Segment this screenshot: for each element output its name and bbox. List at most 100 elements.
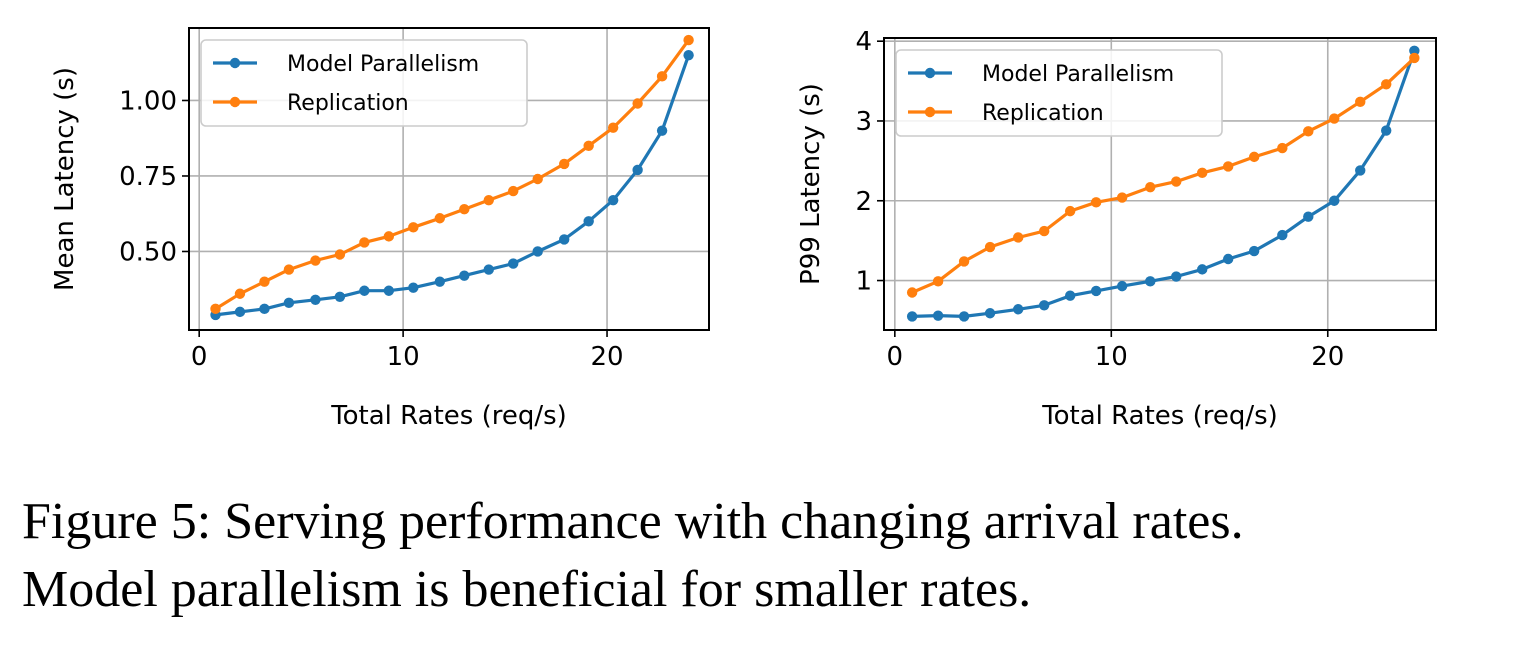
data-point	[632, 98, 643, 109]
data-point	[1329, 113, 1340, 124]
data-point	[1013, 304, 1024, 315]
data-point	[1303, 126, 1314, 137]
data-point	[532, 173, 543, 185]
data-point	[656, 125, 668, 136]
data-point	[906, 287, 918, 298]
legend-box	[895, 49, 1223, 137]
data-point	[508, 258, 519, 269]
x-tick-label: 20	[590, 342, 623, 372]
x-tick-label: 0	[887, 342, 904, 372]
data-point	[1381, 79, 1392, 90]
x-tick-label: 10	[387, 342, 420, 372]
data-point	[1197, 264, 1208, 275]
legend-swatch-marker	[924, 67, 936, 79]
data-point	[984, 241, 996, 253]
data-point	[1248, 151, 1260, 163]
x-tick-label: 0	[191, 342, 208, 372]
legend-swatch-marker	[924, 106, 936, 118]
data-point	[559, 158, 570, 170]
y-tick-label: 1	[855, 267, 872, 297]
data-point	[483, 194, 494, 206]
legend-label: Model Parallelism	[982, 62, 1174, 87]
data-point	[1064, 205, 1076, 217]
chart-p99-latency: 0 10 20 1 2 3 4 Total Rates (req/s) P99 Latency …	[796, 27, 1437, 431]
data-point	[607, 122, 619, 133]
data-point	[1277, 229, 1288, 241]
data-point	[984, 308, 996, 319]
data-point	[1116, 280, 1128, 292]
data-point	[1303, 211, 1314, 222]
data-point	[1013, 232, 1024, 243]
data-point	[1409, 45, 1420, 56]
data-point	[434, 276, 446, 287]
data-point	[383, 231, 395, 242]
data-point	[259, 276, 270, 287]
legend-label: Model Parallelism	[287, 52, 479, 77]
y-tick-label: 3	[855, 107, 872, 137]
data-point	[234, 306, 246, 318]
data-point	[583, 216, 594, 227]
y-tick-label: 2	[855, 187, 872, 217]
data-point	[1222, 161, 1234, 172]
data-point	[434, 213, 446, 224]
y-axis-label: P99 Latency (s)	[796, 83, 826, 285]
data-point	[283, 297, 295, 309]
data-point	[383, 285, 395, 296]
data-point	[334, 291, 346, 302]
data-point	[334, 249, 346, 260]
data-point	[1277, 142, 1288, 154]
data-point	[1145, 276, 1156, 287]
data-point	[958, 311, 970, 322]
y-tick-label: 4	[855, 27, 872, 57]
x-tick-label: 20	[1311, 342, 1344, 372]
x-axis-label: Total Rates (req/s)	[330, 401, 567, 431]
data-point	[1116, 192, 1128, 203]
data-point	[932, 310, 944, 321]
data-point	[1355, 165, 1366, 176]
data-point	[1248, 245, 1260, 257]
data-point	[234, 288, 246, 299]
caption-line-1: Figure 5: Serving performance with chang…	[22, 493, 1244, 550]
data-point	[632, 164, 643, 176]
figure-caption: Figure 5: Serving performance with chang…	[22, 488, 1517, 624]
data-point	[210, 303, 221, 315]
data-point	[259, 303, 270, 315]
data-point	[559, 234, 570, 245]
data-point	[1355, 96, 1366, 108]
data-point	[1197, 167, 1208, 179]
data-point	[359, 237, 370, 248]
data-point	[359, 285, 370, 296]
data-point	[1171, 176, 1182, 187]
y-tick-label: 0.50	[119, 237, 177, 267]
data-point	[1381, 125, 1392, 136]
data-point	[1171, 271, 1182, 282]
y-tick-label: 0.75	[119, 162, 177, 192]
y-tick-label: 1.00	[119, 86, 177, 116]
data-point	[408, 282, 419, 293]
data-point	[958, 256, 970, 267]
data-point	[1090, 197, 1102, 208]
data-point	[932, 276, 944, 287]
legend-label: Replication	[287, 91, 409, 116]
caption-line-2: Model parallelism is beneficial for smal…	[22, 561, 1032, 618]
legend-label: Replication	[982, 101, 1104, 126]
data-point	[310, 294, 321, 305]
legend-swatch-marker	[229, 57, 241, 69]
data-point	[1090, 285, 1102, 297]
x-tick-label: 10	[1095, 342, 1128, 372]
data-point	[459, 204, 470, 215]
plot-frame	[188, 27, 710, 331]
x-axis-label: Total Rates (req/s)	[1041, 401, 1278, 431]
data-point	[1145, 181, 1156, 193]
data-point	[408, 222, 419, 233]
data-point	[1038, 300, 1050, 311]
data-point	[683, 34, 694, 46]
data-point	[1409, 52, 1420, 64]
legend-swatch-marker	[229, 96, 241, 108]
data-point	[607, 194, 619, 206]
data-point	[583, 140, 594, 151]
legend-box	[200, 39, 528, 127]
data-point	[483, 264, 494, 275]
data-point	[508, 185, 519, 197]
